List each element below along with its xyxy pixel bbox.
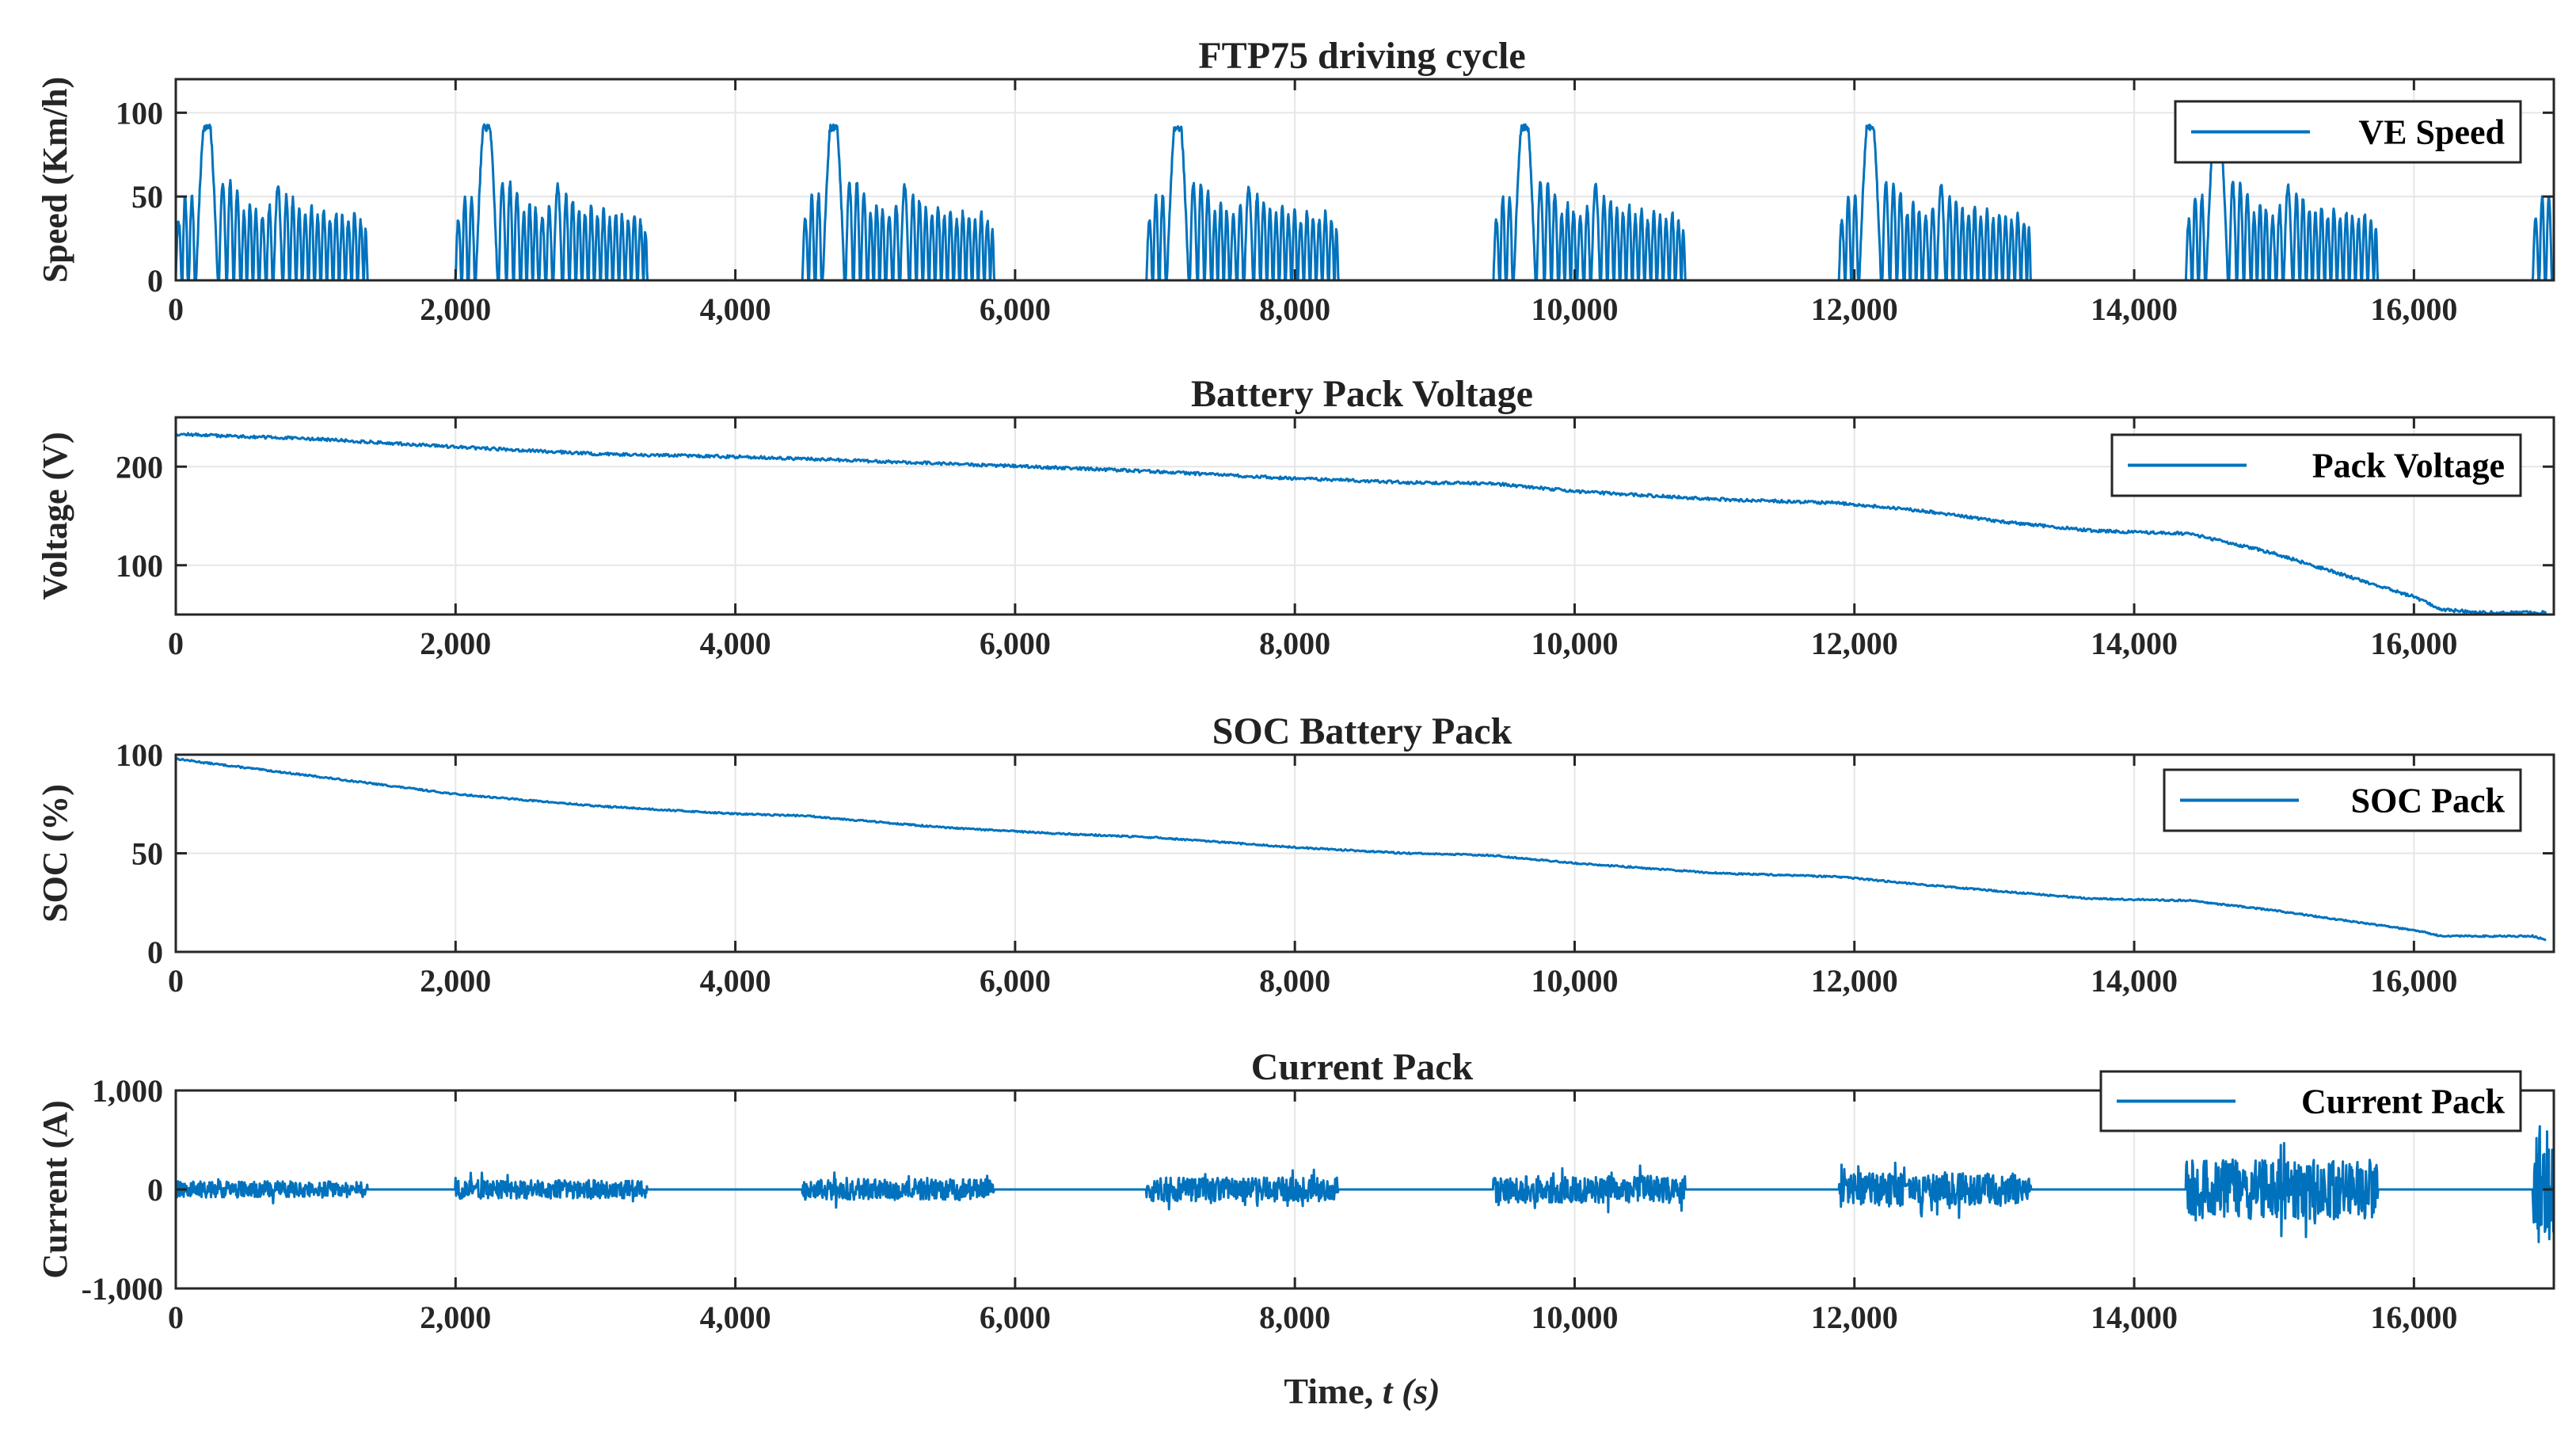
chart-panel-3: 0 2,000 4,000 6,000 8,000 10,000 12,000 14,000 1…: [36, 710, 2555, 999]
x-tick-label: 14,000: [2091, 291, 2178, 327]
axes-box: [174, 416, 2555, 616]
x-tick-label: 4,000: [700, 963, 771, 999]
axes-box: [174, 78, 2555, 282]
x-tick-label: 16,000: [2370, 626, 2457, 661]
x-tick-label: 0: [168, 291, 184, 327]
y-tick-label: 50: [131, 836, 163, 872]
series-line-current-pack: [174, 1125, 2555, 1243]
x-tick-label: 8,000: [1259, 626, 1330, 661]
x-tick-label: 0: [168, 626, 184, 661]
chart-title: Current Pack: [1251, 1046, 1474, 1088]
y-tick-label: 100: [116, 737, 163, 773]
y-tick-label: -1,000: [82, 1271, 163, 1307]
x-tick-label: 16,000: [2370, 963, 2457, 999]
y-tick-label: 100: [116, 95, 163, 131]
chart-panel-4: 0 2,000 4,000 6,000 8,000 10,000 12,000 14,000 1…: [36, 1046, 2555, 1335]
y-axis-label: Current (A): [36, 1100, 74, 1278]
legend: Current Pack: [2099, 1070, 2522, 1132]
legend: VE Speed: [2174, 100, 2522, 164]
y-tick-label: 50: [131, 179, 163, 215]
x-axis-label: Time, t (s): [1284, 1371, 1440, 1411]
legend: SOC Pack: [2163, 768, 2522, 832]
x-tick-label: 6,000: [980, 963, 1051, 999]
series-line-soc-pack: [175, 757, 2547, 942]
y-tick-label: 0: [147, 934, 163, 970]
x-tick-label: 14,000: [2091, 626, 2178, 661]
y-axis-label: Speed (Km/h): [36, 77, 74, 283]
x-tick-label: 12,000: [1811, 291, 1898, 327]
legend-label: Pack Voltage: [2312, 447, 2505, 485]
x-tick-label: 0: [168, 1300, 184, 1335]
y-tick-label: 200: [116, 449, 163, 485]
x-tick-label: 8,000: [1259, 291, 1330, 327]
x-tick-label: 16,000: [2370, 1300, 2457, 1335]
x-tick-label: 6,000: [980, 291, 1051, 327]
legend: Pack Voltage: [2110, 433, 2522, 497]
x-tick-label: 4,000: [700, 626, 771, 661]
chart-panel-1: 0 2,000 4,000 6,000 8,000 10,000 12,000 14,000 1…: [36, 35, 2555, 327]
x-tick-label: 12,000: [1811, 963, 1898, 999]
x-tick-label: 4,000: [700, 1300, 771, 1335]
y-tick-label: 1,000: [92, 1073, 163, 1109]
x-tick-label: 2,000: [420, 291, 491, 327]
x-tick-label: 14,000: [2091, 1300, 2178, 1335]
x-tick-label: 0: [168, 963, 184, 999]
x-tick-label: 16,000: [2370, 291, 2457, 327]
x-tick-label: 6,000: [980, 626, 1051, 661]
x-tick-label: 12,000: [1811, 626, 1898, 661]
legend-label: Current Pack: [2301, 1083, 2506, 1121]
y-tick-label: 100: [116, 548, 163, 584]
chart-panel-2: 0 2,000 4,000 6,000 8,000 10,000 12,000 14,000 1…: [36, 373, 2555, 661]
y-axis-label: Voltage (V): [36, 432, 74, 599]
x-tick-label: 12,000: [1811, 1300, 1898, 1335]
x-tick-label: 2,000: [420, 626, 491, 661]
y-axis-label: SOC (%): [36, 784, 74, 923]
legend-label: VE Speed: [2358, 113, 2505, 152]
x-tick-label: 6,000: [980, 1300, 1051, 1335]
x-tick-label: 2,000: [420, 963, 491, 999]
y-tick-label: 0: [147, 263, 163, 299]
x-tick-label: 8,000: [1259, 1300, 1330, 1335]
y-tick-label: 0: [147, 1172, 163, 1208]
x-tick-label: 10,000: [1531, 626, 1618, 661]
x-tick-label: 14,000: [2091, 963, 2178, 999]
x-tick-label: 10,000: [1531, 291, 1618, 327]
chart-title: Battery Pack Voltage: [1191, 373, 1533, 415]
legend-label: SOC Pack: [2351, 782, 2506, 820]
x-tick-label: 4,000: [700, 291, 771, 327]
x-tick-label: 2,000: [420, 1300, 491, 1335]
x-tick-label: 8,000: [1259, 963, 1330, 999]
chart-title: SOC Battery Pack: [1212, 710, 1512, 752]
chart-title: FTP75 driving cycle: [1198, 35, 1525, 77]
x-tick-label: 10,000: [1531, 963, 1618, 999]
series-line-pack-voltage: [175, 432, 2547, 615]
x-tick-label: 10,000: [1531, 1300, 1618, 1335]
